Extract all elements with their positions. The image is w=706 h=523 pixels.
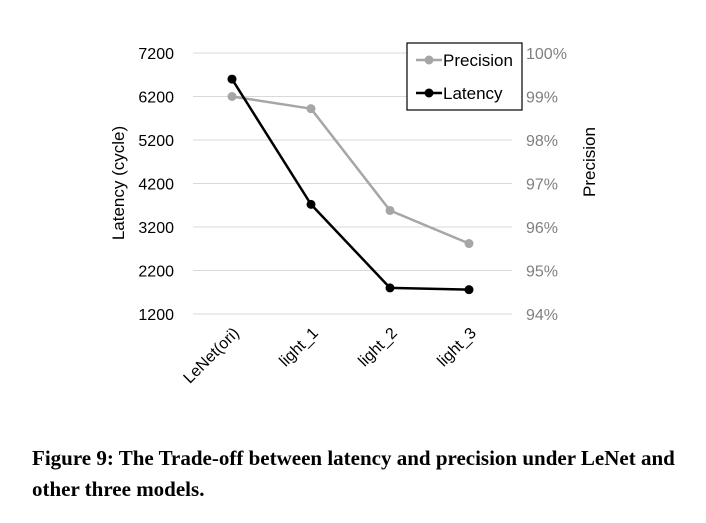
y-left-tick-label: 7200: [138, 46, 174, 63]
data-point-latency: [385, 283, 395, 293]
chart: 7200 6200 5200 4200 3200 2200 1200 100% 99% 98% 9…: [109, 42, 599, 387]
y-left-tick-label: 4200: [138, 177, 174, 194]
series-line-precision: [231, 95, 470, 245]
legend-box: [406, 42, 523, 111]
legend-label-precision: Precision: [443, 51, 513, 70]
data-point-precision: [306, 104, 316, 114]
series-layer: [227, 74, 474, 295]
data-point-latency: [227, 74, 237, 84]
data-point-precision: [464, 239, 474, 249]
y-right-axis-label: Precision: [580, 127, 599, 197]
y-left-tick-label: 2200: [138, 264, 174, 281]
y-left-tick-label: 5200: [138, 133, 174, 150]
y-right-tick-label: 95%: [526, 264, 558, 281]
y-right-tick-label: 98%: [526, 133, 558, 150]
data-point-precision: [385, 205, 395, 215]
y-left-tick-label: 1200: [138, 307, 174, 324]
y-right-tick-label: 99%: [526, 90, 558, 107]
data-point-latency: [464, 285, 474, 295]
x-axis-ticks: LeNet(ori) light_1 light_2 light_3: [181, 325, 480, 387]
data-point-latency: [306, 199, 316, 209]
legend-label-latency: Latency: [443, 84, 503, 103]
y-right-tick-label: 97%: [526, 177, 558, 194]
figure-caption: Figure 9: The Trade-off between latency …: [32, 446, 675, 501]
y-left-tick-label: 6200: [138, 90, 174, 107]
x-tick-label: light_2: [355, 325, 400, 370]
legend-marker-precision: [424, 55, 434, 65]
x-tick-label: light_3: [434, 325, 479, 370]
y-right-tick-label: 100%: [526, 46, 567, 63]
data-point-precision: [227, 92, 237, 101]
y-left-axis-label: Latency (cycle): [109, 126, 128, 240]
x-tick-label: LeNet(ori): [181, 325, 243, 387]
right-axis-ticks: 100% 99% 98% 97% 96% 95% 94%: [526, 46, 567, 324]
legend-marker-latency: [424, 88, 434, 98]
y-right-tick-label: 94%: [526, 307, 558, 324]
x-tick-label: light_1: [276, 325, 321, 370]
series-line-latency: [230, 78, 470, 291]
legend: Precision Latency: [406, 42, 523, 111]
gridlines: [193, 52, 512, 315]
y-left-tick-label: 3200: [138, 220, 174, 237]
left-axis-ticks: 7200 6200 5200 4200 3200 2200 1200: [138, 46, 174, 324]
y-right-tick-label: 96%: [526, 220, 558, 237]
